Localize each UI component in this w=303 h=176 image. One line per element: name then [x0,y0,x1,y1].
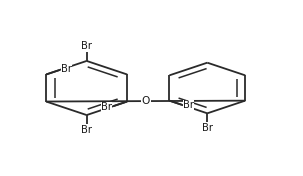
Text: Br: Br [183,100,194,110]
Text: O: O [142,96,150,106]
Text: Br: Br [202,122,213,133]
Text: Br: Br [81,41,92,51]
Text: Br: Br [61,64,72,74]
Text: Br: Br [101,102,112,112]
Text: Br: Br [81,125,92,135]
